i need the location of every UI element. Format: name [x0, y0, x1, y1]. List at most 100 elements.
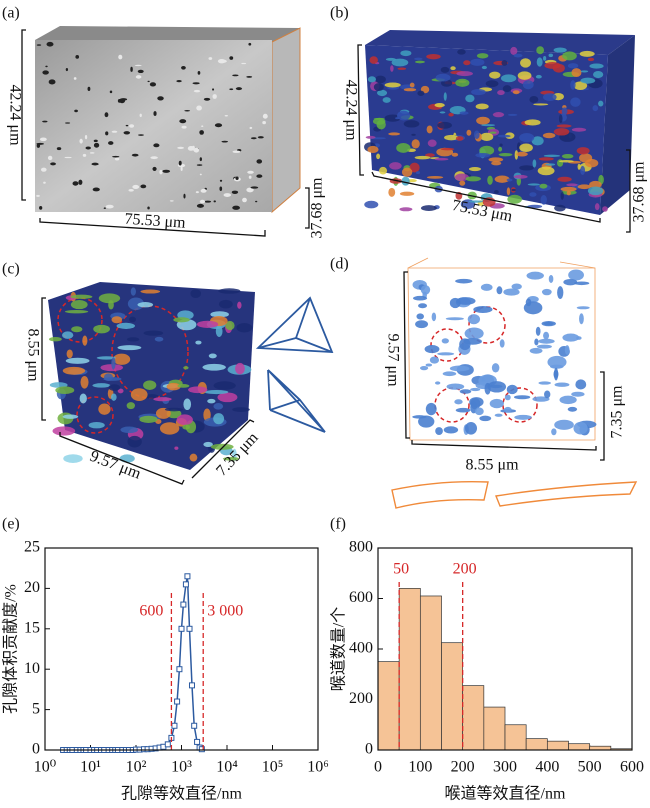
pore-speck [219, 59, 227, 63]
x-tick-label: 500 [578, 759, 602, 776]
pore-cluster [143, 330, 164, 336]
threshold-label: 3 000 [207, 603, 243, 620]
throat-blob [420, 366, 429, 371]
pore-speck [65, 67, 69, 72]
throat-blob [437, 352, 455, 356]
pore-cluster [378, 166, 388, 175]
pore-cluster [497, 134, 511, 138]
x-tick-label: 200 [451, 759, 475, 776]
pore-cluster [414, 57, 423, 61]
data-marker [186, 625, 193, 632]
pore-cluster [577, 163, 581, 170]
pore-cluster [218, 299, 233, 309]
pore-cluster [382, 97, 391, 103]
pore-cluster [476, 53, 489, 59]
pore-cluster [116, 322, 136, 329]
throat-subvolume-render [391, 257, 638, 509]
pore-cluster [598, 100, 604, 107]
pore-cluster [535, 74, 542, 79]
throat-blob [442, 371, 457, 377]
pore-cluster [225, 320, 235, 331]
pore-cluster [494, 189, 499, 194]
panel-label: (a) [2, 5, 20, 22]
pore-speck [46, 41, 54, 47]
pore-cluster [584, 158, 599, 168]
pore-speck [147, 206, 150, 210]
pore-cluster [111, 393, 117, 401]
pore-cluster [183, 366, 189, 370]
pore-cluster [455, 78, 470, 87]
pore-cluster [399, 207, 413, 212]
throat-blob [534, 338, 539, 346]
pore-speck [157, 96, 164, 101]
pore-cluster [189, 453, 198, 462]
pore-cluster [195, 340, 202, 345]
pore-cluster [520, 58, 531, 68]
pore-speck [131, 153, 139, 157]
pore-speck [180, 166, 183, 171]
y-tick-label: 20 [24, 579, 40, 596]
x-tick-label: 10⁶ [307, 759, 329, 776]
pore-speck [84, 134, 88, 140]
plot-frame [44, 547, 319, 751]
throat-blob [454, 399, 463, 405]
pore-speck [184, 110, 191, 112]
pore-cluster [545, 163, 556, 166]
pore-speck [39, 206, 43, 210]
throat-blob [425, 402, 437, 416]
dimension-label: 8.55 μm [24, 328, 41, 382]
pore-speck [231, 190, 239, 194]
pore-speck [169, 200, 174, 202]
pore-cluster [48, 337, 62, 342]
pore-speck [39, 137, 47, 142]
pore-cluster [154, 336, 164, 342]
pore-speck [232, 205, 240, 210]
pore-speck [130, 66, 133, 72]
pore-cluster [120, 426, 139, 434]
pore-cluster [409, 82, 415, 88]
y-tick-label: 600 [349, 589, 373, 606]
pore-cluster [173, 317, 190, 323]
pore-cluster [463, 60, 471, 66]
pore-cluster [481, 65, 487, 70]
pore-speck [108, 141, 114, 145]
throat-blob [562, 333, 580, 342]
pore-cluster [542, 93, 557, 101]
throat-blob [459, 338, 471, 351]
pore-cluster [177, 384, 190, 388]
pore-cluster [183, 398, 192, 411]
pore-cluster [126, 402, 135, 410]
pore-speck [45, 65, 48, 68]
pore-cluster [117, 345, 142, 351]
x-tick-label: 600 [620, 759, 644, 776]
pore-cluster [473, 130, 480, 139]
pore-cluster [536, 46, 545, 55]
pore-cluster [164, 407, 184, 412]
pore-cluster [529, 95, 539, 104]
pore-cluster [365, 135, 376, 139]
throat-blob [503, 288, 520, 296]
pore-speck [249, 126, 253, 129]
pore-cluster [407, 178, 417, 183]
pore-speck [78, 179, 83, 185]
throat-blob [415, 320, 429, 329]
threshold-label: 50 [393, 561, 409, 578]
pore-cluster [448, 112, 454, 117]
pore-cluster [159, 422, 180, 435]
pore-cluster [553, 128, 570, 136]
throat-blob [473, 306, 493, 313]
pore-speck [91, 162, 99, 166]
pore-speck [105, 131, 109, 136]
pore-cluster [517, 71, 532, 80]
pore-cluster [139, 415, 158, 423]
throat-blob [549, 364, 564, 369]
pore-speck [129, 124, 135, 128]
pore-cluster [401, 167, 413, 177]
pore-speck [212, 94, 217, 99]
throat-blob [418, 415, 435, 428]
pore-speck [109, 90, 113, 94]
pore-cluster [567, 63, 579, 69]
pore-speck [193, 89, 201, 93]
pore-speck [179, 119, 187, 124]
y-tick-label: 0 [32, 741, 40, 758]
